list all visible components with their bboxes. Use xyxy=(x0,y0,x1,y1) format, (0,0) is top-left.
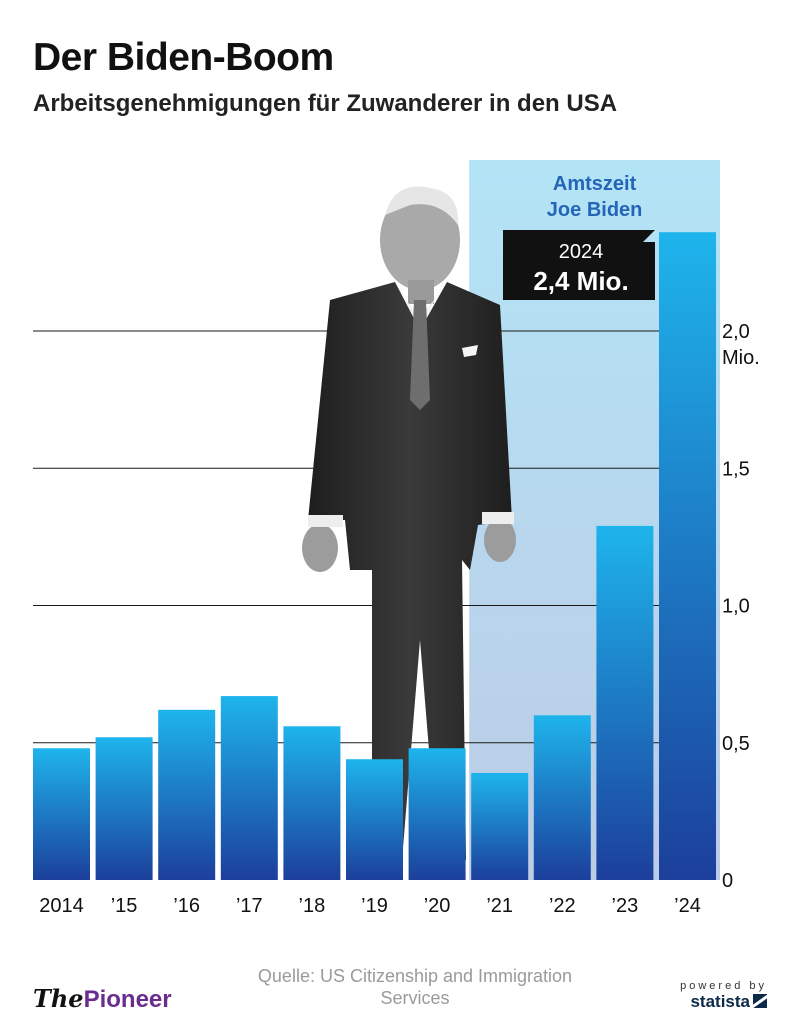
source-note: Quelle: US Citizenship and Immigration S… xyxy=(257,966,573,1008)
bar xyxy=(596,525,654,880)
x-tick-label: ’20 xyxy=(424,895,451,917)
x-tick-label: ’17 xyxy=(236,895,263,917)
bar xyxy=(533,715,591,880)
x-tick-label: ’19 xyxy=(361,895,388,917)
chart-title: Der Biden-Boom xyxy=(33,36,334,79)
bar xyxy=(33,748,90,880)
bar xyxy=(220,696,278,880)
chart-subtitle: Arbeitsgenehmigungen für Zuwanderer in d… xyxy=(33,90,618,117)
brand-name: Pioneer xyxy=(83,986,172,1013)
y-tick-label: 0,5 xyxy=(722,733,750,755)
highlight-label-line2: Joe Biden xyxy=(547,199,643,221)
x-tick-label: ’23 xyxy=(612,895,639,917)
x-tick-label: ’24 xyxy=(674,895,701,917)
statista-text: statista xyxy=(690,992,750,1011)
y-tick-label: 0 xyxy=(722,870,733,892)
callout-value: 2,4 Mio. xyxy=(533,266,628,296)
bar xyxy=(471,772,529,880)
callout-year: 2024 xyxy=(559,241,604,263)
y-tick-label: 1,5 xyxy=(722,458,750,480)
x-tick-label: ’16 xyxy=(173,895,200,917)
statista-logo: powered by statista xyxy=(680,980,767,1012)
x-tick-label: ’15 xyxy=(111,895,138,917)
x-tick-label: ’22 xyxy=(549,895,576,917)
powered-by-text: powered by xyxy=(680,980,767,992)
brand-prefix: The xyxy=(33,984,84,1013)
x-tick-label: 2014 xyxy=(39,895,84,917)
y-tick-label: 1,0 xyxy=(722,596,750,618)
person-photo xyxy=(302,186,516,860)
bar xyxy=(283,726,341,880)
brand-logo: ThePioneer xyxy=(33,984,172,1014)
y-tick-label: 2,0 xyxy=(722,321,750,343)
highlight-label-line1: Amtszeit xyxy=(553,173,637,195)
y-unit-label: Mio. xyxy=(722,347,760,369)
x-tick-label: ’21 xyxy=(486,895,513,917)
bar xyxy=(346,759,403,880)
bar xyxy=(659,232,716,880)
bar xyxy=(95,737,153,880)
x-tick-label: ’18 xyxy=(299,895,326,917)
statista-mark-icon xyxy=(753,994,767,1008)
callout-box xyxy=(503,230,655,300)
bar xyxy=(158,709,216,880)
bar xyxy=(408,748,466,880)
